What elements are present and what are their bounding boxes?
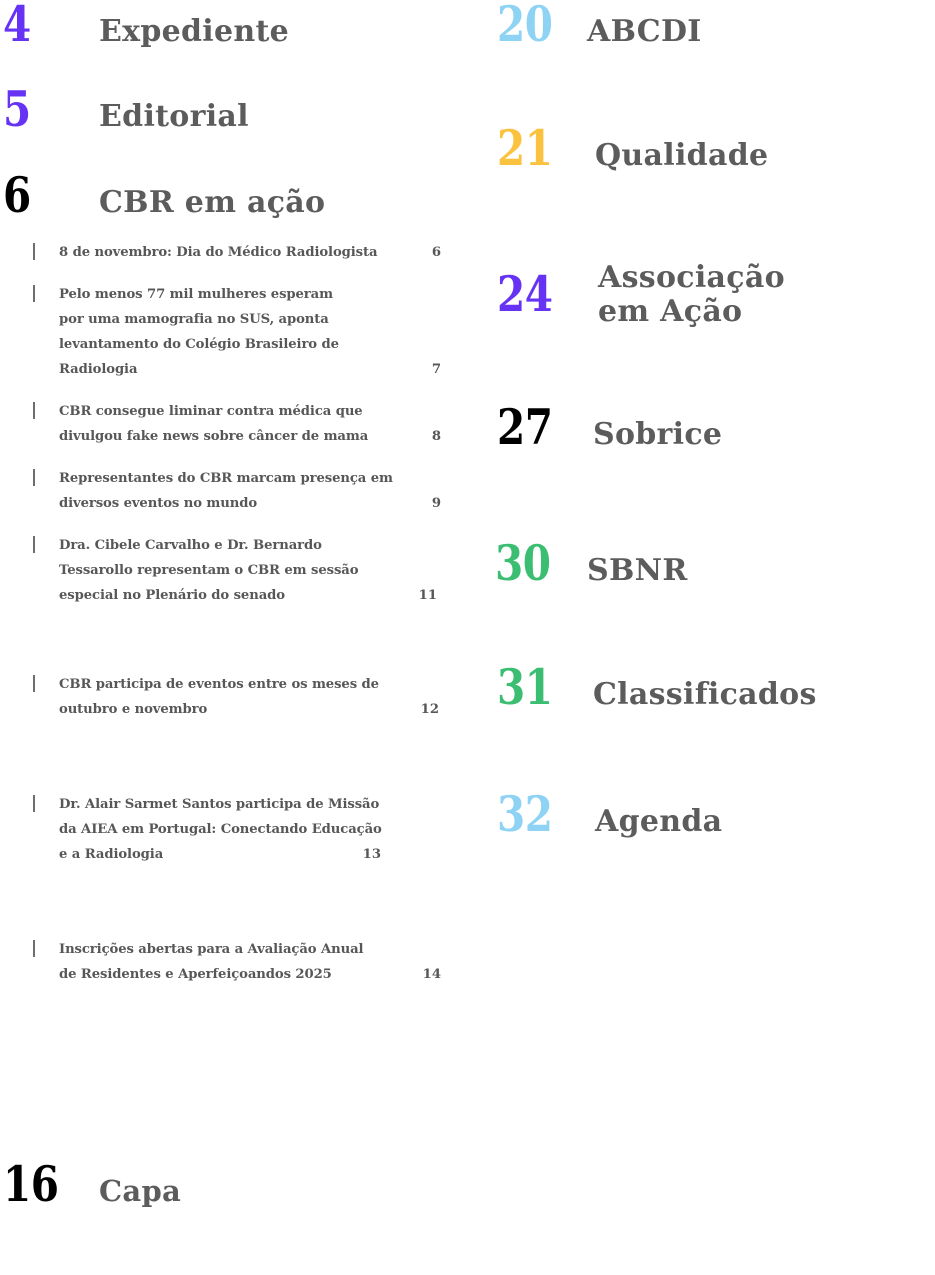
toc-entry-label: Editorial <box>99 99 249 134</box>
toc-entry-label: Sobrice <box>593 417 723 452</box>
toc-entry-agenda[interactable]: 32 Agenda <box>497 790 722 839</box>
item-rule-icon <box>33 402 35 419</box>
list-item-text: e a Radiologia <box>59 847 164 862</box>
toc-entry-number: 20 <box>497 0 553 53</box>
toc-entry-capa[interactable]: 16 Capa <box>3 1160 181 1209</box>
list-item-page: 7 <box>431 362 441 377</box>
toc-entry-expediente[interactable]: 4 Expediente <box>3 0 289 49</box>
toc-entry-number: 27 <box>497 398 553 456</box>
list-item-page: 11 <box>418 588 437 603</box>
toc-entry-cbr-em-acao[interactable]: 6 CBR em ação <box>3 171 325 220</box>
toc-entry-classificados[interactable]: 31 Classificados <box>497 663 817 712</box>
toc-entry-number: 4 <box>3 0 31 53</box>
item-rule-icon <box>33 285 35 302</box>
list-item[interactable]: Dr. Alair Sarmet Santos participa de Mis… <box>33 792 443 867</box>
toc-entry-number: 5 <box>3 80 31 138</box>
list-item[interactable]: Pelo menos 77 mil mulheres esperam por u… <box>33 282 443 382</box>
list-item-text: divulgou fake news sobre câncer de mama <box>59 429 369 444</box>
toc-entry-label: ABCDI <box>587 14 702 49</box>
list-item-text: por uma mamografia no SUS, aponta <box>59 312 329 327</box>
left-column: 4 Expediente 5 Editorial 6 CBR em ação 8… <box>3 0 443 1209</box>
toc-entry-number: 30 <box>495 534 551 592</box>
toc-entry-number: 24 <box>497 265 553 324</box>
item-rule-icon <box>33 675 35 692</box>
list-item[interactable]: Dra. Cibele Carvalho e Dr. Bernardo Tess… <box>33 533 443 608</box>
list-item-text: da AIEA em Portugal: Conectando Educação <box>59 822 382 837</box>
toc-entry-label: Expediente <box>99 14 290 49</box>
list-item-page: 8 <box>431 429 441 444</box>
list-item[interactable]: CBR participa de eventos entre os meses … <box>33 672 443 722</box>
list-item-text: Inscrições abertas para a Avaliação Anua… <box>59 942 364 957</box>
list-item-page: 12 <box>420 702 439 717</box>
toc-entry-label: Agenda <box>595 804 723 839</box>
toc-entry-number: 31 <box>497 658 553 716</box>
toc-entry-associacao-em-acao[interactable]: 24 Associação em Ação <box>497 261 785 328</box>
list-item-text: de Residentes e Aperfeiçoandos 2025 <box>59 967 332 982</box>
list-item-page: 13 <box>362 847 381 862</box>
toc-entry-label: Qualidade <box>595 138 769 173</box>
toc-entry-label: Associação em Ação <box>598 260 785 329</box>
list-item-text: especial no Plenário do senado <box>59 588 285 603</box>
toc-entry-abcdi[interactable]: 20 ABCDI <box>497 0 702 49</box>
list-item[interactable]: 8 de novembro: Dia do Médico Radiologist… <box>33 240 443 265</box>
right-column: 20 ABCDI 21 Qualidade 24 Associação em A… <box>480 0 935 1275</box>
list-item-text: Tessarollo representam o CBR em sessão <box>59 563 359 578</box>
list-item[interactable]: CBR consegue liminar contra médica que d… <box>33 399 443 449</box>
toc-entry-number: 6 <box>3 166 31 224</box>
toc-entry-label: Classificados <box>593 677 817 712</box>
list-item-text: Radiologia <box>59 362 138 377</box>
toc-entry-label: SBNR <box>587 553 688 588</box>
item-rule-icon <box>33 536 35 553</box>
toc-entry-label: CBR em ação <box>99 185 326 220</box>
list-item-text: levantamento do Colégio Brasileiro de <box>59 337 339 352</box>
list-item-page: 6 <box>431 245 441 260</box>
toc-entry-sbnr[interactable]: 30 SBNR <box>495 539 688 588</box>
list-item-text: CBR consegue liminar contra médica que <box>59 404 363 419</box>
toc-entry-number: 16 <box>3 1155 59 1213</box>
list-item[interactable]: Inscrições abertas para a Avaliação Anua… <box>33 937 443 987</box>
list-item-text: CBR participa de eventos entre os meses … <box>59 677 379 692</box>
list-item-text: Representantes do CBR marcam presença em <box>59 471 393 486</box>
item-rule-icon <box>33 469 35 486</box>
toc-entry-qualidade[interactable]: 21 Qualidade <box>497 124 768 173</box>
list-item-text: Pelo menos 77 mil mulheres esperam <box>59 287 333 302</box>
list-item-page: 9 <box>431 496 441 511</box>
list-item-text: Dra. Cibele Carvalho e Dr. Bernardo <box>59 538 322 553</box>
toc-entry-sobrice[interactable]: 27 Sobrice <box>497 403 722 452</box>
list-item-page: 14 <box>422 967 441 982</box>
toc-entry-number: 32 <box>497 785 553 843</box>
list-item-text: diversos eventos no mundo <box>59 496 258 511</box>
list-item[interactable]: Representantes do CBR marcam presença em… <box>33 466 443 516</box>
item-rule-icon <box>33 243 35 260</box>
toc-entry-number: 21 <box>497 119 553 177</box>
list-item-text: outubro e novembro <box>59 702 208 717</box>
toc-entry-editorial[interactable]: 5 Editorial <box>3 85 249 134</box>
item-rule-icon <box>33 795 35 812</box>
toc-entry-label: Capa <box>99 1174 182 1208</box>
cbr-em-acao-sublist: 8 de novembro: Dia do Médico Radiologist… <box>33 240 443 1004</box>
item-rule-icon <box>33 940 35 957</box>
list-item-text: Dr. Alair Sarmet Santos participa de Mis… <box>59 797 380 812</box>
list-item-text: 8 de novembro: Dia do Médico Radiologist… <box>59 245 378 260</box>
